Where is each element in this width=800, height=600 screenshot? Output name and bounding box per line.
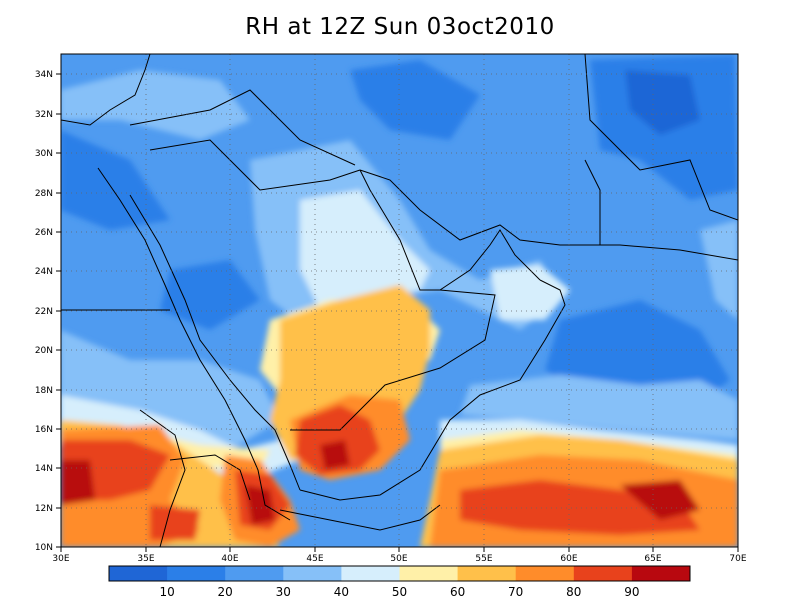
colorbar-swatch — [573, 566, 633, 581]
lat-tick-label: 30N — [35, 149, 53, 159]
map-gridlines — [61, 54, 738, 547]
lat-tick-label: 28N — [35, 189, 53, 199]
lon-tick-label: 60E — [560, 554, 577, 564]
colorbar-swatch — [399, 566, 459, 581]
colorbar-label: 20 — [218, 585, 233, 599]
map-title: RH at 12Z Sun 03oct2010 — [245, 14, 555, 40]
colorbar-swatch — [457, 566, 517, 581]
lat-tick-label: 32N — [35, 110, 53, 120]
lat-tick-label: 34N — [35, 70, 53, 80]
lat-tick-label: 18N — [35, 386, 53, 396]
colorbar-label: 30 — [276, 585, 291, 599]
colorbar-label: 40 — [334, 585, 349, 599]
lon-tick-label: 55E — [475, 554, 492, 564]
lon-tick-label: 70E — [729, 554, 746, 564]
lat-tick-label: 20N — [35, 346, 53, 356]
lat-tick-label: 16N — [35, 425, 53, 435]
lat-tick-label: 14N — [35, 464, 53, 474]
lat-tick-label: 26N — [35, 228, 53, 238]
colorbar: 10 20 30 40 50 60 70 80 90 — [108, 565, 691, 599]
colorbar-swatch — [631, 566, 691, 581]
lat-tick-label: 10N — [35, 543, 53, 553]
lon-tick-label: 35E — [137, 554, 154, 564]
lon-tick-label: 50E — [390, 554, 407, 564]
colorbar-swatch — [341, 566, 400, 581]
colorbar-label: 70 — [508, 585, 523, 599]
lon-tick-labels: 30E 35E 40E 45E 50E 55E 60E 65E 70E — [52, 554, 746, 564]
lat-tick-labels: 10N 12N 14N 16N 18N 20N 22N 24N 26N 28N … — [35, 70, 53, 553]
lat-tick-label: 12N — [35, 504, 53, 514]
axis-tick-marks — [56, 73, 739, 552]
lon-tick-label: 40E — [221, 554, 238, 564]
colorbar-frame — [108, 565, 691, 582]
colorbar-label: 50 — [392, 585, 407, 599]
colorbar-label: 10 — [159, 585, 174, 599]
lat-tick-label: 24N — [35, 267, 53, 277]
colorbar-label: 80 — [566, 585, 581, 599]
lat-tick-label: 22N — [35, 307, 53, 317]
colorbar-swatch — [167, 566, 226, 581]
colorbar-label: 90 — [624, 585, 639, 599]
colorbar-swatch — [109, 566, 168, 581]
coastlines-borders — [61, 54, 738, 547]
lon-tick-label: 30E — [52, 554, 69, 564]
colorbar-swatch — [225, 566, 284, 581]
lon-tick-label: 65E — [644, 554, 661, 564]
colorbar-swatch — [515, 566, 575, 581]
rh-shaded-field — [61, 54, 738, 547]
colorbar-label: 60 — [450, 585, 465, 599]
lon-tick-label: 45E — [306, 554, 323, 564]
colorbar-swatch — [283, 566, 342, 581]
